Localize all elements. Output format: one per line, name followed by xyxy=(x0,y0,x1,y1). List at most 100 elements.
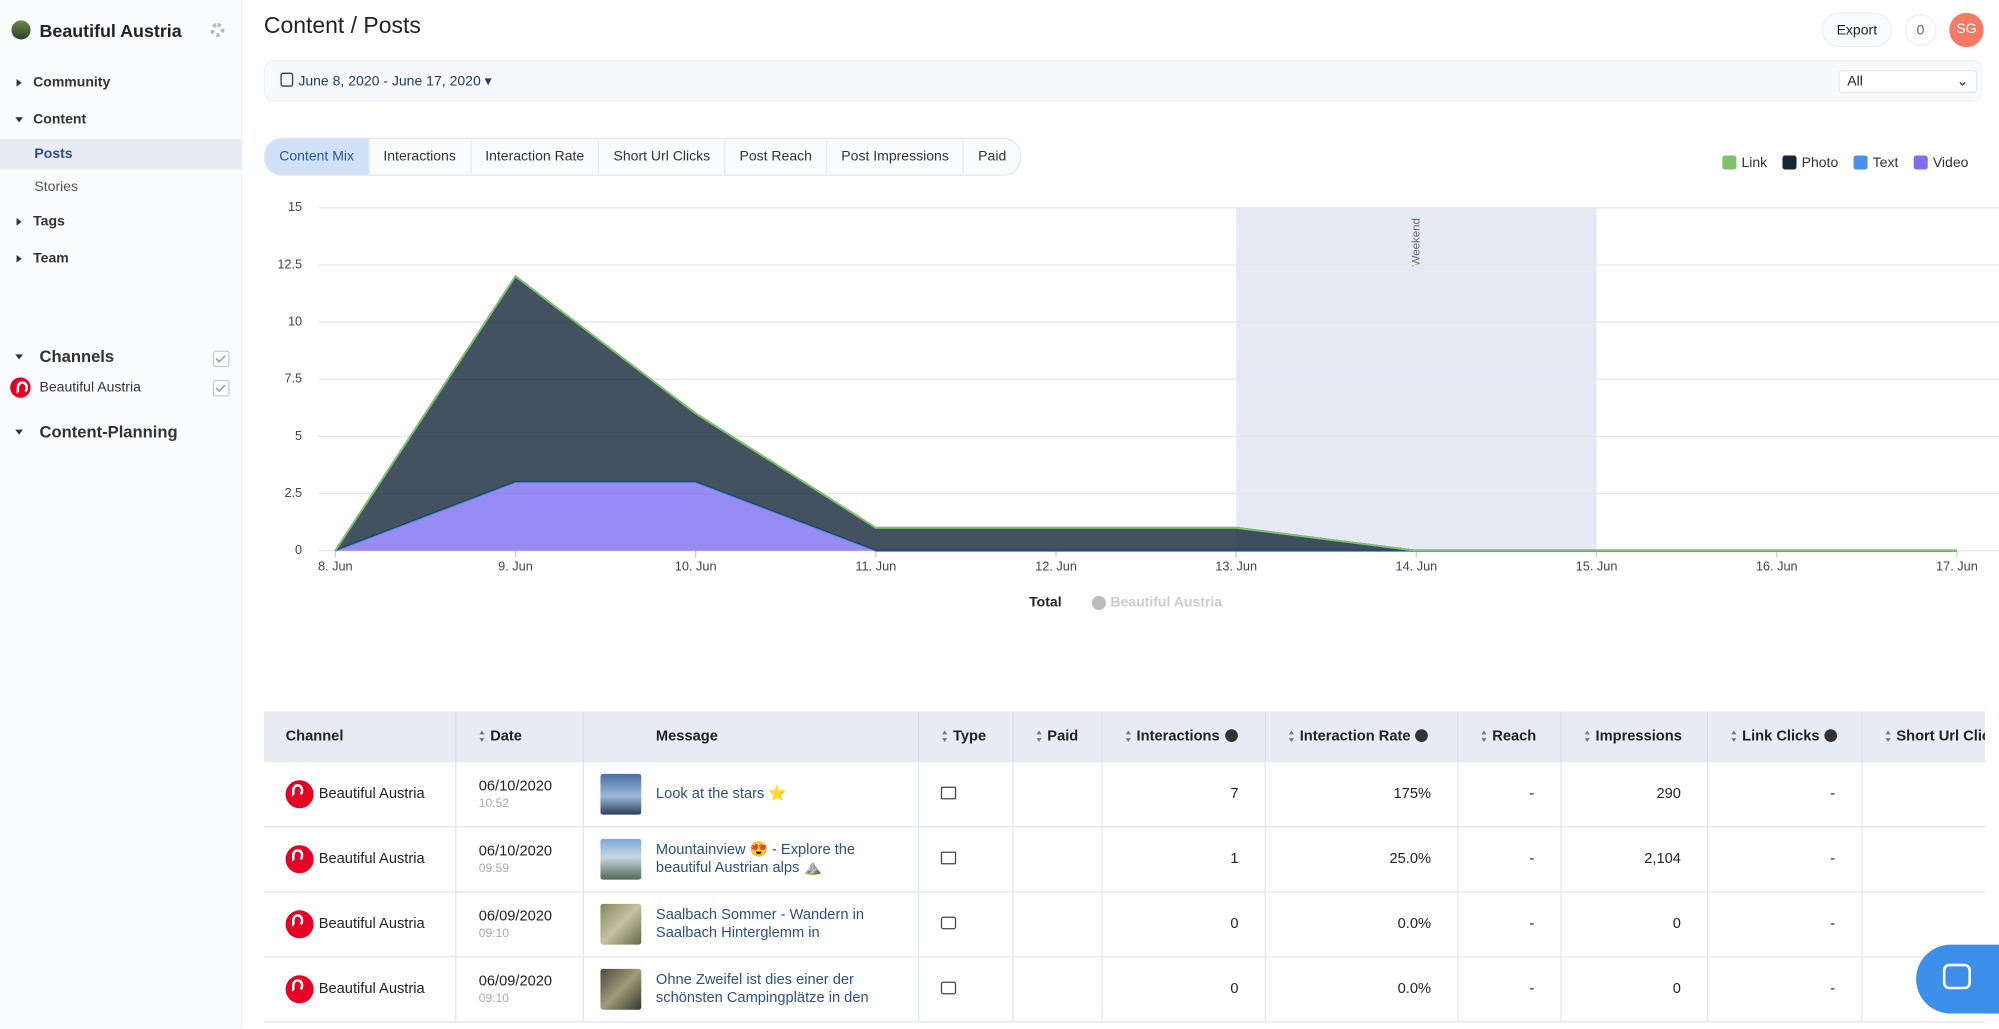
message-link[interactable]: Look at the stars ⭐ xyxy=(655,786,787,802)
footer-legend-total: Total xyxy=(1029,594,1061,610)
message-link[interactable]: Ohne Zweifel ist dies einer der schönste… xyxy=(655,972,869,1006)
column-header[interactable]: Link Clicks xyxy=(1707,711,1862,763)
export-button[interactable]: Export xyxy=(1821,12,1892,48)
column-header[interactable]: Type xyxy=(917,711,1013,763)
y-tick-label: 7.5 xyxy=(284,371,302,386)
checkbox[interactable] xyxy=(212,379,230,397)
date: 06/09/2020 xyxy=(478,973,553,989)
cell-date: 06/10/2020 09:59 xyxy=(455,826,584,893)
time: 09:59 xyxy=(478,861,510,876)
column-header[interactable]: Paid xyxy=(1012,711,1103,763)
cell-date: 06/09/2020 09:10 xyxy=(455,891,584,958)
nav-label: Content xyxy=(33,112,87,128)
avatar[interactable]: SG xyxy=(1949,12,1984,48)
page-title: Content / Posts xyxy=(263,12,421,39)
column-header[interactable]: Message xyxy=(582,711,919,763)
tab[interactable]: Short Url Clicks xyxy=(599,138,726,175)
cell-paid xyxy=(1012,762,1103,828)
settings-icon[interactable] xyxy=(210,22,225,37)
x-tick-label: 17. Jun xyxy=(1936,559,1978,574)
cell-impressions: 0 xyxy=(1560,891,1708,958)
pinterest-icon xyxy=(285,780,314,809)
legend-label: Photo xyxy=(1802,154,1839,170)
section-header[interactable]: Channels xyxy=(0,342,241,373)
thumbnail xyxy=(599,903,641,945)
nav-item[interactable]: Posts xyxy=(0,138,241,170)
sort-icon xyxy=(941,730,948,742)
x-tick-label: 8. Jun xyxy=(318,559,353,574)
table-row[interactable]: Beautiful Austria 06/09/2020 09:10 Ohne Zwe… xyxy=(263,956,1985,1023)
legend-swatch xyxy=(1782,155,1797,170)
cell-link-clicks: - xyxy=(1707,891,1862,958)
cell-reach: - xyxy=(1457,826,1562,893)
tab[interactable]: Paid xyxy=(964,138,1021,175)
pinterest-icon xyxy=(10,377,31,398)
nav-item[interactable]: Stories xyxy=(0,172,241,203)
tab[interactable]: Interactions xyxy=(369,138,472,175)
channel-name: Beautiful Austria xyxy=(318,786,425,802)
column-label: Paid xyxy=(1047,729,1079,745)
message-link[interactable]: Mountainview 😍 - Explore the beautiful A… xyxy=(655,842,856,876)
nav-item[interactable]: Content xyxy=(0,105,241,136)
table-row[interactable]: Beautiful Austria 06/10/2020 09:59 Mountain… xyxy=(263,826,1985,893)
nav-item[interactable]: Team xyxy=(0,244,241,275)
date-range[interactable]: June 8, 2020 - June 17, 2020 ▾ xyxy=(298,73,492,90)
cell-paid xyxy=(1012,956,1103,1023)
column-header[interactable]: Short Url Clicks xyxy=(1861,711,1985,763)
checkbox[interactable] xyxy=(212,350,230,368)
cell-type xyxy=(917,762,1013,828)
date-range-label: June 8, 2020 - June 17, 2020 xyxy=(298,73,481,90)
legend-swatch xyxy=(1722,155,1737,170)
y-tick-label: 2.5 xyxy=(284,485,302,500)
calendar-icon xyxy=(280,72,294,87)
column-header[interactable]: Interaction Rate xyxy=(1264,711,1458,763)
channel-item[interactable]: Beautiful Austria xyxy=(10,376,141,399)
sort-icon xyxy=(1125,730,1132,742)
sort-icon xyxy=(1584,730,1591,742)
tab[interactable]: Content Mix xyxy=(265,138,370,175)
table-row[interactable]: Beautiful Austria 06/10/2020 10:52 Look at … xyxy=(263,762,1985,828)
thumbnail xyxy=(599,773,641,815)
column-label: Message xyxy=(655,729,718,745)
nav-label: Community xyxy=(33,75,111,91)
video-icon xyxy=(940,785,956,799)
cell-channel: Beautiful Austria xyxy=(263,826,456,893)
cell-link-clicks: - xyxy=(1707,956,1862,1023)
y-tick-label: 15 xyxy=(288,199,302,214)
y-tick-label: 5 xyxy=(295,428,302,443)
column-header[interactable]: Interactions xyxy=(1101,711,1266,763)
nav-item[interactable]: Community xyxy=(0,68,241,99)
nav-item[interactable]: Tags xyxy=(0,207,241,238)
column-header[interactable]: Reach xyxy=(1457,711,1562,763)
section-label: Channels xyxy=(39,346,115,366)
cell-interactions: 0 xyxy=(1101,891,1266,958)
legend-label: Text xyxy=(1873,154,1899,170)
cell-reach: - xyxy=(1457,891,1562,958)
cell-link-clicks: - xyxy=(1707,762,1862,828)
table: Channel Date Message Type Paid Interactions In… xyxy=(263,711,1985,1023)
column-header[interactable]: Channel xyxy=(263,711,456,763)
cell-date: 06/09/2020 09:10 xyxy=(455,956,584,1023)
cell-message: Saalbach Sommer - Wandern in Saalbach Hi… xyxy=(582,891,919,958)
tab[interactable]: Post Reach xyxy=(725,138,828,175)
cell-paid xyxy=(1012,891,1103,958)
column-header[interactable]: Impressions xyxy=(1560,711,1708,763)
table-row[interactable]: Beautiful Austria 06/09/2020 09:10 Saalbach… xyxy=(263,891,1985,958)
column-label: Impressions xyxy=(1595,729,1682,745)
cell-channel: Beautiful Austria xyxy=(263,891,456,958)
y-tick-label: 0 xyxy=(295,542,302,557)
chat-button[interactable] xyxy=(1916,944,1999,1014)
message-link[interactable]: Saalbach Sommer - Wandern in Saalbach Hi… xyxy=(655,907,864,941)
cell-short-url-clicks xyxy=(1861,762,1985,828)
tab[interactable]: Post Impressions xyxy=(827,138,965,175)
column-header[interactable]: Date xyxy=(455,711,584,763)
posts-table: Channel Date Message Type Paid Interactions In… xyxy=(263,711,1985,1028)
select[interactable]: All ⌄ xyxy=(1838,70,1978,94)
tab[interactable]: Interaction Rate xyxy=(471,138,600,175)
thumbnail xyxy=(599,968,641,1010)
notification-count[interactable]: 0 xyxy=(1904,14,1937,46)
image-icon xyxy=(940,981,956,994)
section-header[interactable]: Content-Planning xyxy=(0,417,241,448)
